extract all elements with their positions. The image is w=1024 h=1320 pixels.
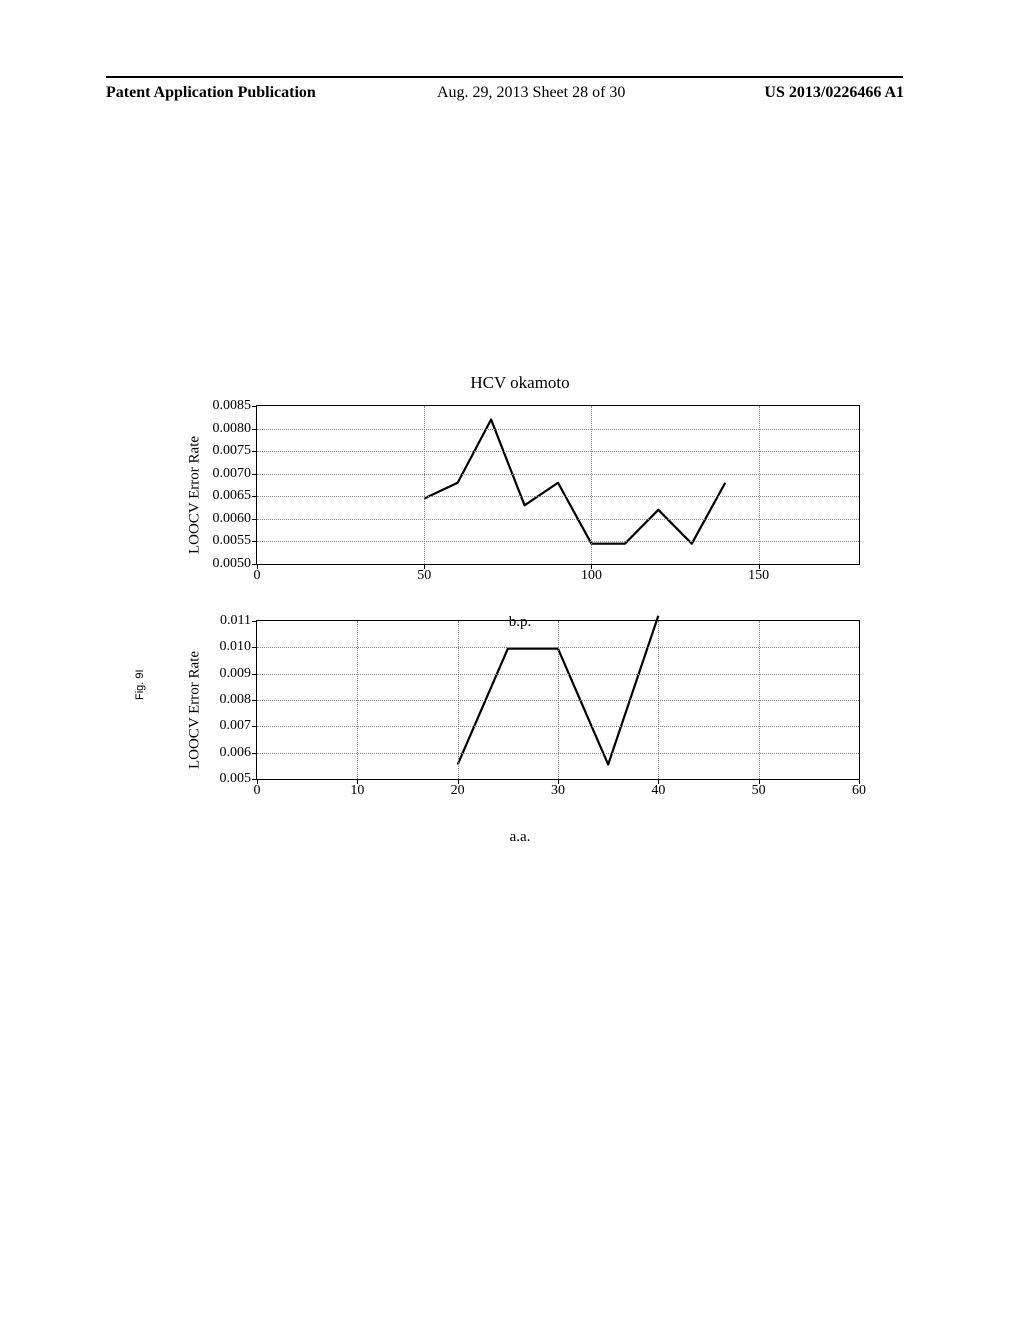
y-axis-label: LOOCV Error Rate [187,651,204,769]
chart-title: HCV okamoto [170,373,870,393]
gridline-h [257,496,859,497]
tick-x [257,779,258,784]
tick-x [759,564,760,569]
tick-y [252,621,257,622]
tick-x [658,779,659,784]
tick-y [252,429,257,430]
tick-y [252,700,257,701]
gridline-v [424,406,425,564]
tick-y [252,647,257,648]
xtick-label: 0 [254,783,261,799]
ytick-label: 0.0065 [213,488,252,504]
xtick-label: 50 [417,568,431,584]
xtick-label: 20 [451,783,465,799]
gridline-v [591,406,592,564]
xtick-label: 100 [581,568,602,584]
ytick-label: 0.009 [220,666,252,682]
tick-x [859,779,860,784]
plot-area-bp: 0.00500.00550.00600.00650.00700.00750.00… [256,405,860,565]
tick-y [252,519,257,520]
ytick-label: 0.0085 [213,398,252,414]
gridline-h [257,541,859,542]
ytick-label: 0.0055 [213,533,252,549]
ytick-label: 0.010 [220,639,252,655]
ytick-label: 0.0080 [213,421,252,437]
ytick-label: 0.0075 [213,443,252,459]
gridline-h [257,474,859,475]
chart-aa: LOOCV Error Rate a.a. 0.0050.0060.0070.0… [170,610,870,810]
tick-y [252,674,257,675]
ytick-label: 0.011 [220,613,251,629]
xtick-label: 0 [254,568,261,584]
tick-x [759,779,760,784]
x-axis-label: a.a. [170,829,870,846]
tick-x [357,779,358,784]
gridline-v [558,621,559,779]
xtick-label: 10 [350,783,364,799]
ytick-label: 0.0050 [213,556,252,572]
line-series-bp [257,406,859,564]
tick-x [591,564,592,569]
tick-y [252,496,257,497]
plot-area-aa: 0.0050.0060.0070.0080.0090.0100.01101020… [256,620,860,780]
gridline-h [257,519,859,520]
tick-y [252,541,257,542]
header-center: Aug. 29, 2013 Sheet 28 of 30 [437,84,625,102]
ytick-label: 0.0060 [213,511,252,527]
tick-y [252,726,257,727]
tick-x [424,564,425,569]
gridline-v [658,621,659,779]
xtick-label: 150 [748,568,769,584]
gridline-h [257,429,859,430]
xtick-label: 60 [852,783,866,799]
gridline-v [759,621,760,779]
ytick-label: 0.006 [220,745,252,761]
tick-y [252,474,257,475]
ytick-label: 0.007 [220,718,252,734]
ytick-label: 0.008 [220,692,252,708]
header-right: US 2013/0226466 A1 [764,84,904,102]
xtick-label: 50 [752,783,766,799]
xtick-label: 30 [551,783,565,799]
gridline-h [257,451,859,452]
figure-label: Fig. 9I [134,669,146,700]
xtick-label: 40 [651,783,665,799]
tick-x [458,779,459,784]
data-line [424,420,725,544]
tick-y [252,451,257,452]
ytick-label: 0.005 [220,771,252,787]
gridline-v [458,621,459,779]
tick-y [252,753,257,754]
tick-y [252,406,257,407]
chart-bp: HCV okamoto LOOCV Error Rate b.p. 0.0050… [170,395,870,595]
gridline-v [759,406,760,564]
header-left: Patent Application Publication [106,84,316,102]
y-axis-label: LOOCV Error Rate [187,436,204,554]
gridline-v [357,621,358,779]
tick-x [558,779,559,784]
header-rule [106,76,903,78]
tick-x [257,564,258,569]
ytick-label: 0.0070 [213,466,252,482]
